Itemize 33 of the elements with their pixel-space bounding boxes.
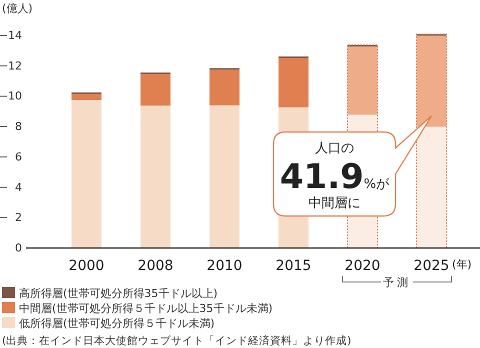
annotation: 人口の41.9%が中間層に <box>280 141 390 211</box>
bar <box>140 106 170 248</box>
y-axis-title: (億人) <box>2 2 33 15</box>
y-tick-label: 4 <box>15 180 22 194</box>
x-tick-label: 2000 <box>68 258 104 274</box>
bar <box>72 94 102 100</box>
legend-label: 低所得層(世帯可処分所得５千ドル未満) <box>19 317 215 330</box>
x-tick-label: 2008 <box>138 258 174 274</box>
legend-label: 高所得層(世帯可処分所得35千ドル以上) <box>19 287 218 300</box>
y-tick-label: 0 <box>15 242 22 254</box>
y-tick-label: 2 <box>15 211 22 224</box>
bar <box>348 46 378 115</box>
legend-label: 中間層(世帯可処分所得５千ドル以上35千ドル未満) <box>19 302 273 315</box>
y-tick-label: 8 <box>15 120 22 134</box>
bar <box>210 70 240 106</box>
y-tick-label: 12 <box>8 59 22 72</box>
x-tick-label: 2010 <box>206 258 242 274</box>
x-axis-title: (年) <box>452 258 472 271</box>
bar <box>72 100 102 248</box>
bar <box>210 105 240 248</box>
x-tick-label: 2025 <box>414 258 450 274</box>
callout: 人口の41.9%が中間層に <box>272 115 432 217</box>
x-tick-label: 2015 <box>276 258 312 274</box>
bar <box>416 36 446 127</box>
bar <box>140 74 170 106</box>
bar <box>278 58 308 108</box>
text: 予測 <box>383 276 411 289</box>
text: (出典：在インド日本大使館ウェブサイト「インド経済資料」より作成) <box>2 334 352 347</box>
bar <box>416 126 446 248</box>
y-tick-label: 10 <box>8 90 22 103</box>
x-tick-label: 2020 <box>344 258 380 274</box>
y-tick-label: 14 <box>8 29 22 42</box>
y-tick-label: 6 <box>15 150 22 164</box>
